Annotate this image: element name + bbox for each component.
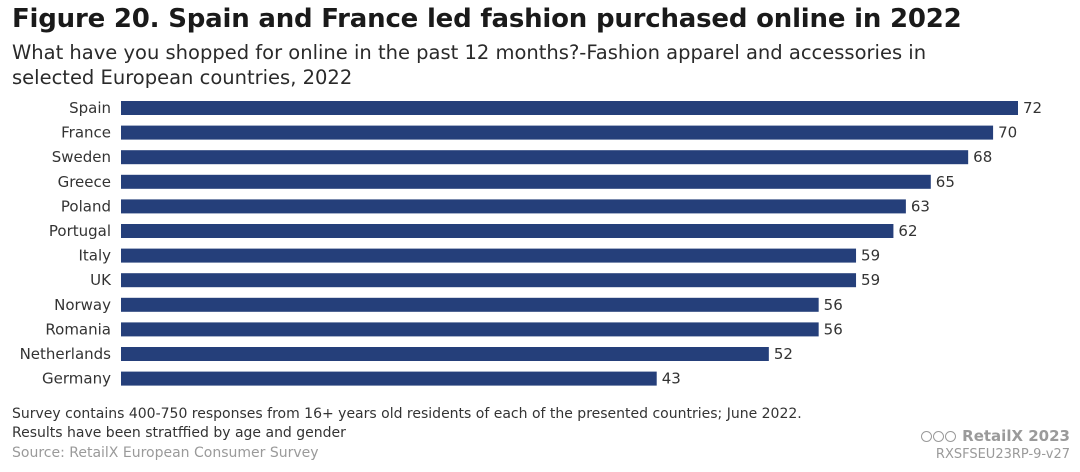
value-label-netherlands: 52 (774, 345, 793, 363)
bar-france (121, 125, 994, 140)
bar-romania (121, 322, 819, 337)
value-label-portugal: 62 (898, 222, 917, 240)
bar-sweden (121, 150, 969, 165)
figure-code: RXSFSEU23RP-9-v27 (935, 447, 1070, 462)
nd-license-icon (944, 431, 956, 442)
category-label-norway: Norway (54, 296, 111, 314)
value-label-sweden: 68 (973, 148, 992, 166)
by-license-icon (932, 431, 944, 442)
bar-netherlands (121, 347, 769, 361)
bar-uk (121, 273, 857, 288)
category-label-netherlands: Netherlands (20, 345, 112, 363)
value-label-italy: 59 (861, 247, 880, 265)
value-label-germany: 43 (662, 370, 681, 388)
value-label-france: 70 (998, 124, 1017, 142)
bar-portugal (121, 224, 894, 238)
bar-germany (121, 371, 657, 386)
value-label-poland: 63 (911, 197, 930, 215)
value-label-greece: 65 (936, 173, 955, 191)
survey-note: Survey contains 400-750 responses from 1… (12, 406, 802, 422)
value-label-spain: 72 (1023, 99, 1042, 117)
category-label-sweden: Sweden (52, 148, 111, 166)
category-label-germany: Germany (42, 370, 111, 388)
bar-chart: Spain 72 France 70 Sweden 68 Greece 65 Poland 63 P… (20, 99, 1043, 388)
bar-greece (121, 174, 931, 189)
source-text: Source: RetailX European Consumer Survey (12, 445, 319, 461)
category-label-spain: Spain (69, 99, 111, 117)
category-label-italy: Italy (78, 247, 111, 265)
brand-label: RetailX 2023 (920, 427, 1070, 445)
category-label-poland: Poland (61, 197, 111, 215)
category-label-uk: UK (90, 271, 112, 289)
category-label-portugal: Portugal (49, 222, 111, 240)
category-label-france: France (61, 124, 111, 142)
value-label-uk: 59 (861, 271, 880, 289)
brand-name: RetailX 2023 (962, 427, 1070, 445)
bar-spain (121, 101, 1018, 115)
category-label-greece: Greece (58, 173, 111, 191)
value-label-romania: 56 (824, 320, 843, 338)
bar-italy (121, 248, 857, 263)
category-label-romania: Romania (45, 320, 111, 338)
value-label-norway: 56 (824, 296, 843, 314)
cc-license-icon (920, 431, 932, 442)
bar-poland (121, 199, 906, 214)
bar-norway (121, 297, 819, 312)
stratification-note: Results have been stratffied by age and … (12, 425, 346, 441)
chart-subtitle: What have you shopped for online in the … (12, 41, 927, 89)
chart-title: Figure 20. Spain and France led fashion … (12, 4, 962, 34)
